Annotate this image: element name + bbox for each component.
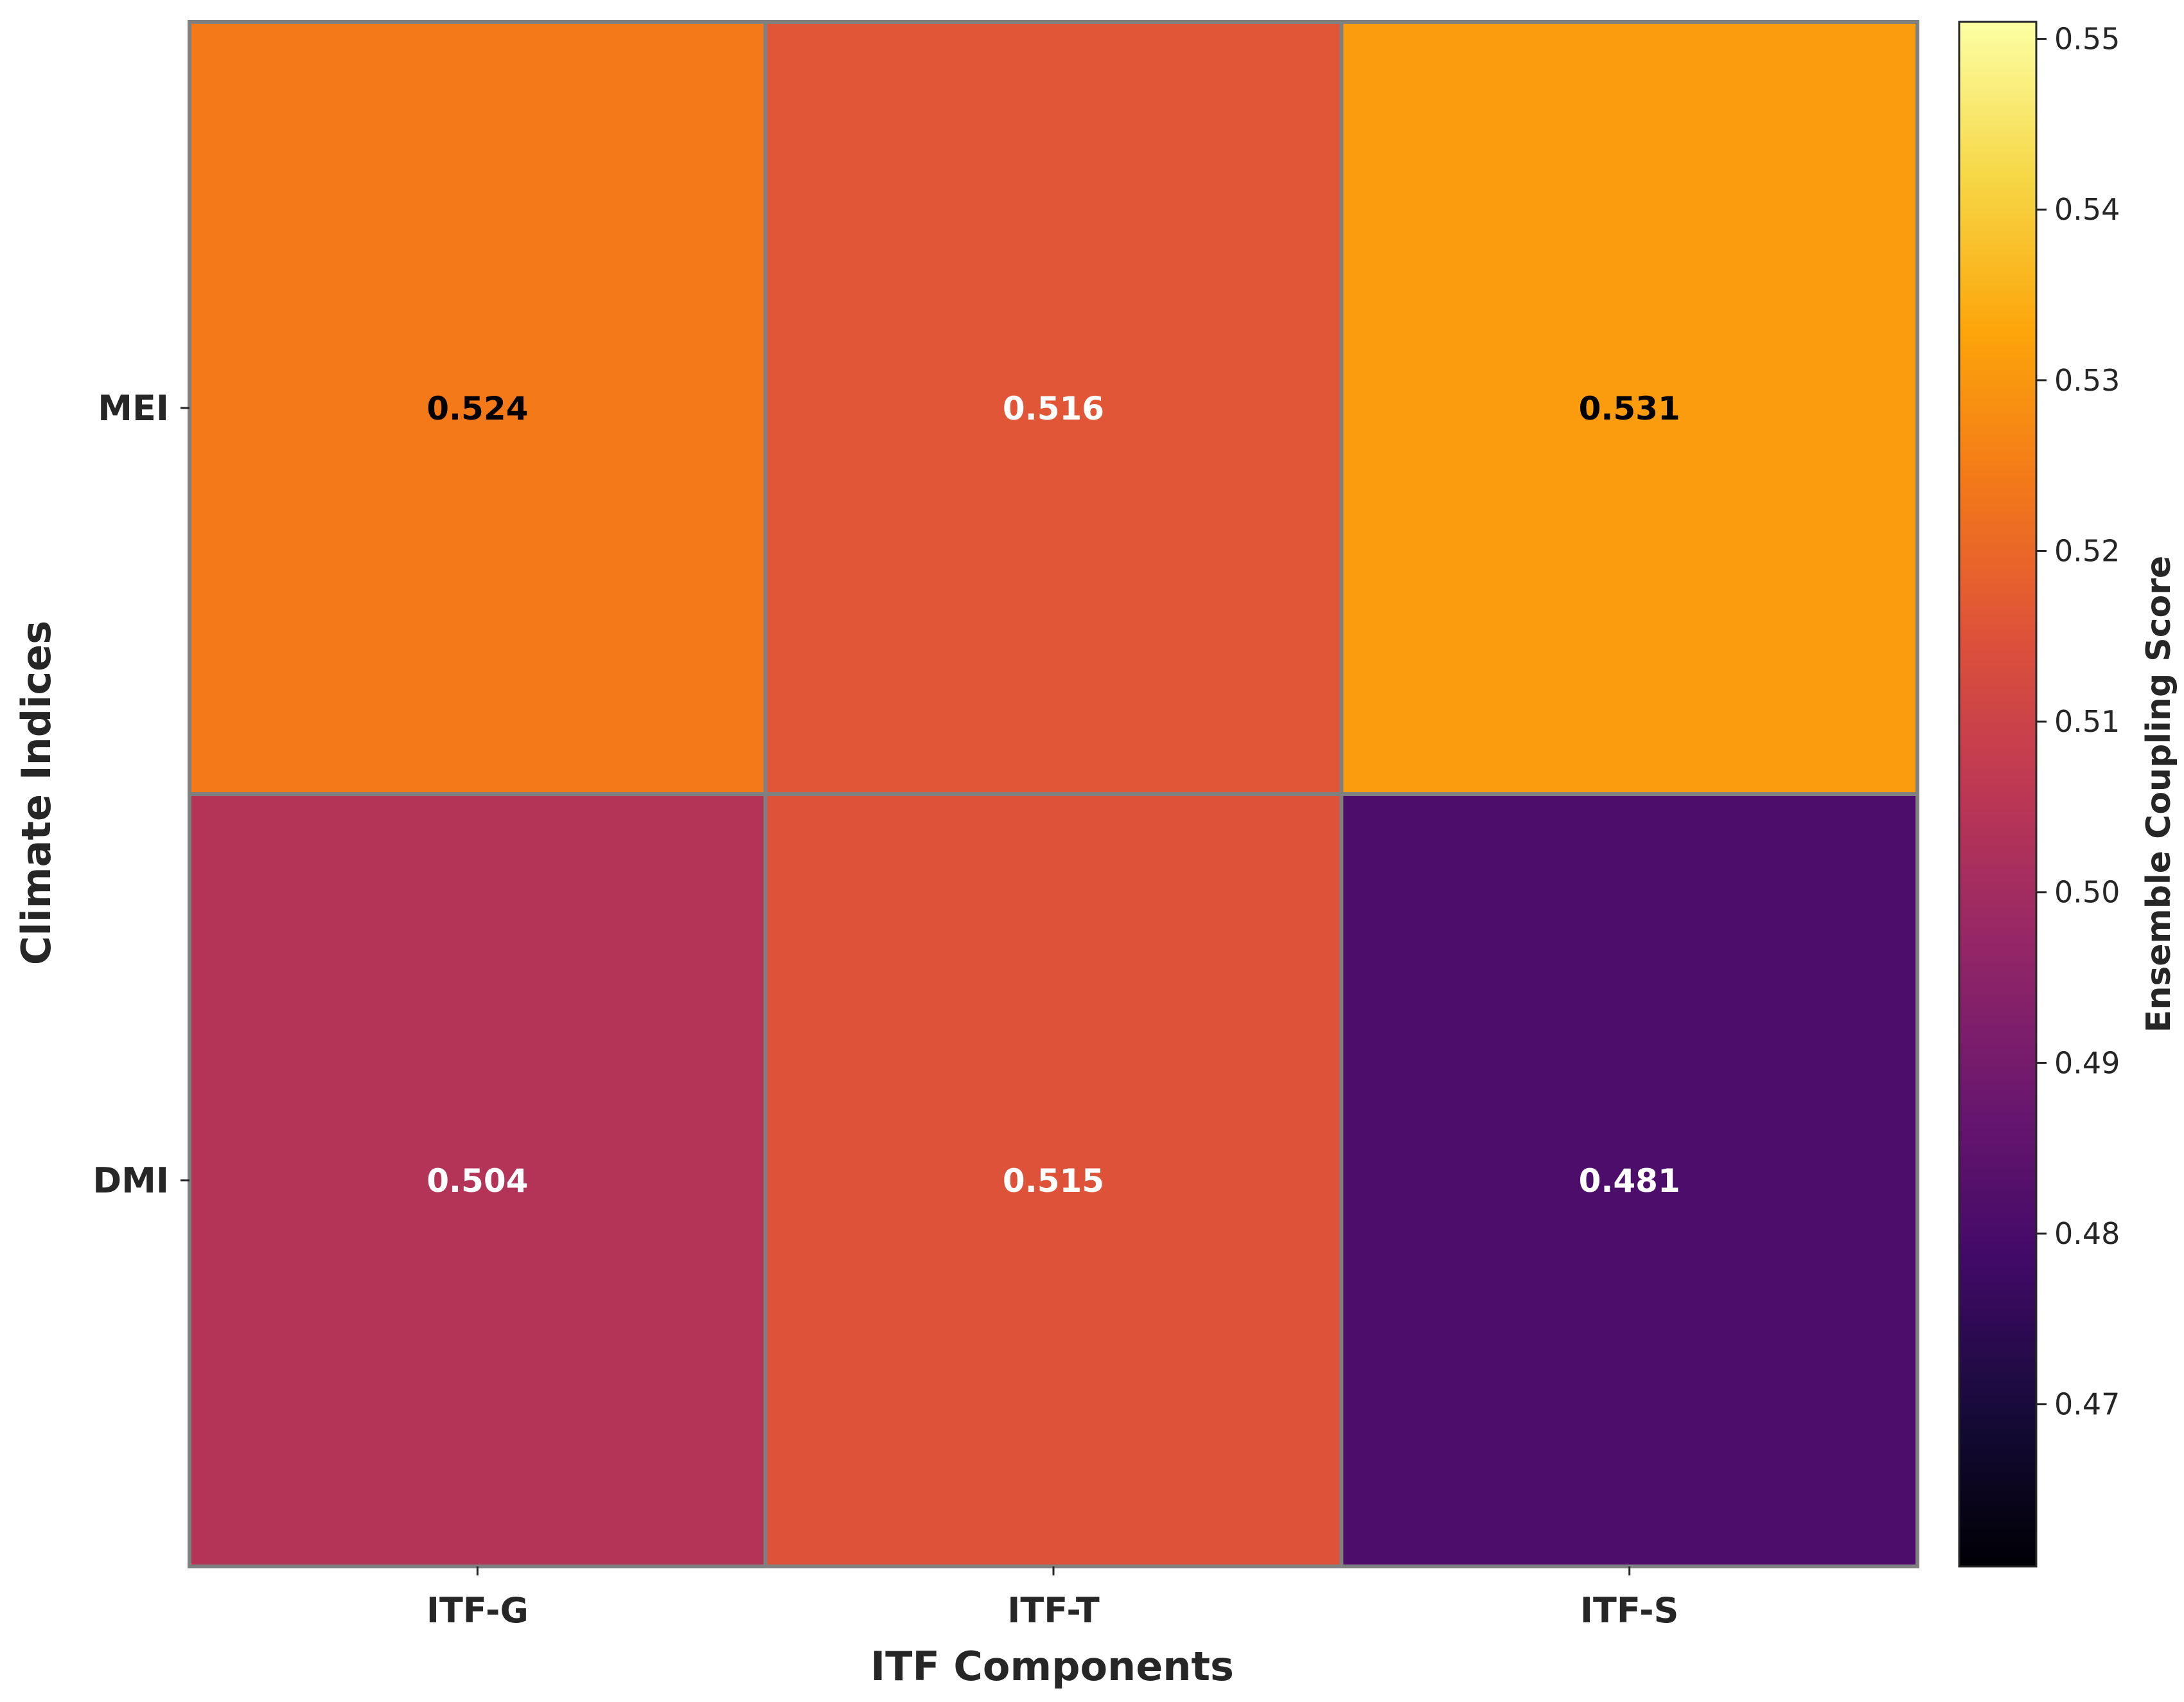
y-tick-label: DMI	[92, 1160, 169, 1201]
cell-value-label: 0.531	[1579, 390, 1680, 427]
colorbar-label: Ensemble Coupling Score	[2140, 556, 2178, 1033]
colorbar-tick-label: 0.50	[2054, 875, 2120, 910]
colorbar-tick-label: 0.53	[2054, 363, 2120, 398]
colorbar-tick-label: 0.51	[2054, 704, 2120, 739]
x-axis-tick-labels: ITF-G ITF-T ITF-S	[427, 1566, 1678, 1631]
colorbar-ticks: 0.47 0.48 0.49 0.50 0.51 0.52 0.53 0.54 0.55	[2036, 22, 2120, 1422]
y-tick-label: MEI	[98, 388, 169, 429]
heatmap-cell	[763, 20, 1344, 796]
x-tick-label: ITF-S	[1580, 1590, 1678, 1631]
cell-value-label: 0.524	[427, 390, 528, 427]
y-axis-tick-labels: MEI DMI	[92, 388, 189, 1201]
heatmap-cell	[188, 792, 768, 1568]
cell-value-label: 0.516	[1003, 390, 1104, 427]
cell-value-label: 0.481	[1579, 1162, 1680, 1200]
colorbar: 0.47 0.48 0.49 0.50 0.51 0.52 0.53 0.54 0.55 Ens…	[1958, 21, 2178, 1568]
x-axis-label: ITF Components	[870, 1643, 1234, 1690]
x-tick-label: ITF-G	[427, 1590, 529, 1631]
cell-value-label: 0.504	[427, 1162, 528, 1200]
heatmap-cell	[763, 792, 1344, 1568]
colorbar-gradient	[1958, 21, 2038, 1568]
colorbar-tick-label: 0.55	[2054, 22, 2120, 57]
colorbar-tick-label: 0.54	[2054, 192, 2120, 227]
heatmap-value-labels: 0.524 0.516 0.531 0.504 0.515 0.481	[427, 390, 1680, 1200]
heatmap-cell	[1339, 20, 1919, 796]
colorbar-tick-label: 0.52	[2054, 533, 2120, 568]
heatmap-cell	[1339, 792, 1919, 1568]
heatmap-cells	[188, 20, 1919, 1568]
colorbar-tick-label: 0.49	[2054, 1045, 2120, 1080]
cell-value-label: 0.515	[1003, 1162, 1104, 1200]
y-axis-label: Climate Indices	[13, 621, 60, 965]
colorbar-tick-label: 0.47	[2054, 1387, 2120, 1422]
colorbar-tick-label: 0.48	[2054, 1216, 2120, 1251]
x-tick-label: ITF-T	[1007, 1590, 1100, 1631]
heatmap-cell	[188, 20, 768, 796]
